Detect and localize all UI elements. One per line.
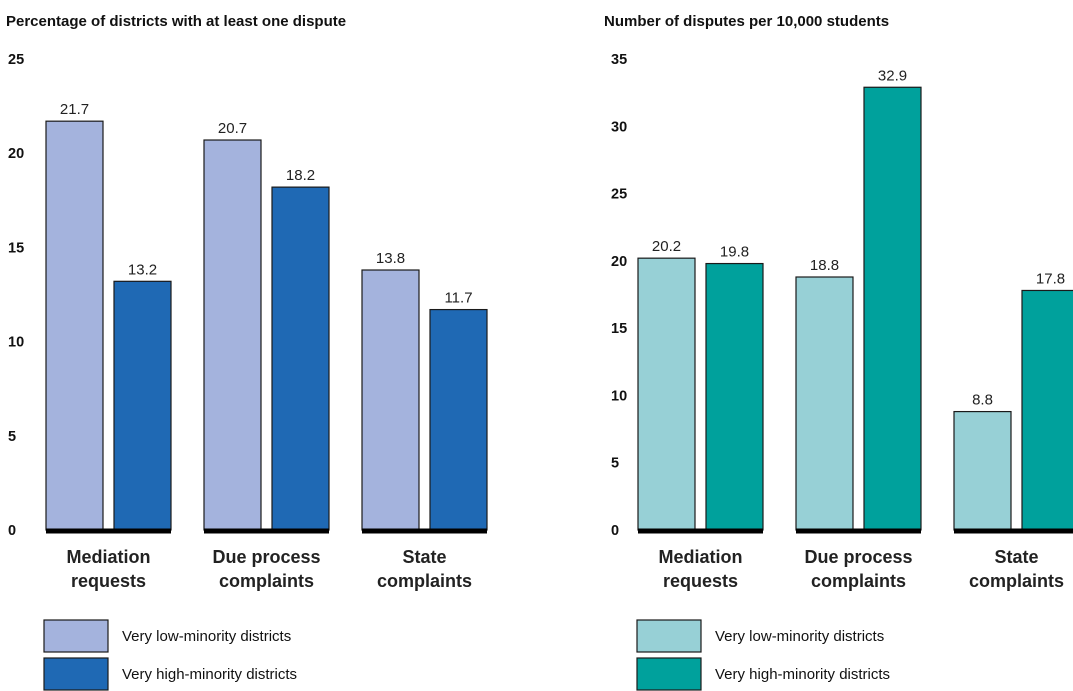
bar-value-label: 17.8 — [1036, 270, 1065, 287]
bar-value-label: 8.8 — [972, 392, 993, 409]
y-tick-label: 20 — [611, 254, 627, 270]
category-label: Mediation — [659, 547, 743, 567]
category-label: complaints — [811, 571, 906, 591]
y-tick-label: 5 — [611, 456, 619, 472]
y-tick-label: 0 — [611, 523, 619, 539]
legend-swatch — [636, 657, 702, 691]
bar-second-series — [271, 186, 330, 531]
bar-value-label: 13.2 — [128, 261, 157, 278]
category-label: requests — [71, 571, 146, 591]
bar-first-series — [637, 257, 696, 531]
y-tick-label: 10 — [8, 335, 24, 351]
category-label: Due process — [804, 547, 912, 567]
legend-swatch — [43, 619, 109, 653]
bar-value-label: 20.7 — [218, 120, 247, 137]
legend-label: Very low-minority districts — [715, 628, 884, 645]
bar-second-series — [1021, 289, 1073, 531]
bar-value-label: 19.8 — [720, 244, 749, 261]
y-tick-label: 35 — [611, 52, 627, 68]
bar-value-label: 18.8 — [810, 257, 839, 274]
category-label: complaints — [969, 571, 1064, 591]
chart-title: Number of disputes per 10,000 students — [604, 13, 889, 30]
bar-value-label: 32.9 — [878, 67, 907, 84]
legend-label: Very low-minority districts — [122, 628, 291, 645]
bar-second-series — [113, 280, 172, 531]
bar-value-label: 20.2 — [652, 238, 681, 255]
bar-first-series — [361, 269, 420, 531]
y-tick-label: 0 — [8, 523, 16, 539]
category-label: Mediation — [67, 547, 151, 567]
y-tick-label: 25 — [611, 187, 627, 203]
bar-value-label: 21.7 — [60, 101, 89, 118]
bar-second-series — [429, 308, 488, 531]
legend-label: Very high-minority districts — [122, 666, 297, 683]
category-label: State — [994, 547, 1038, 567]
chart-panel-disputes-per-students: Number of disputes per 10,000 students 0… — [604, 13, 1073, 691]
y-tick-label: 15 — [8, 240, 24, 256]
y-tick-label: 5 — [8, 429, 16, 445]
category-label: Due process — [212, 547, 320, 567]
bar-value-label: 11.7 — [444, 290, 472, 307]
y-tick-label: 25 — [8, 52, 24, 68]
bar-value-label: 18.2 — [286, 167, 315, 184]
y-tick-label: 30 — [611, 119, 627, 135]
bar-first-series — [795, 276, 854, 531]
legend-swatch — [43, 657, 109, 691]
chart-panel-dispute-percentage: Percentage of districts with at least on… — [6, 13, 488, 691]
y-tick-label: 15 — [611, 321, 627, 337]
bar-first-series — [45, 120, 104, 531]
y-tick-label: 10 — [611, 388, 627, 404]
bar-value-label: 13.8 — [376, 250, 405, 267]
y-tick-label: 20 — [8, 146, 24, 162]
bar-first-series — [203, 139, 262, 531]
legend-label: Very high-minority districts — [715, 666, 890, 683]
category-label: requests — [663, 571, 738, 591]
bar-first-series — [953, 410, 1012, 531]
category-label: complaints — [219, 571, 314, 591]
chart-title: Percentage of districts with at least on… — [6, 13, 346, 30]
category-label: State — [402, 547, 446, 567]
category-label: complaints — [377, 571, 472, 591]
legend-swatch — [636, 619, 702, 653]
bar-second-series — [705, 262, 764, 531]
bar-second-series — [863, 86, 922, 531]
